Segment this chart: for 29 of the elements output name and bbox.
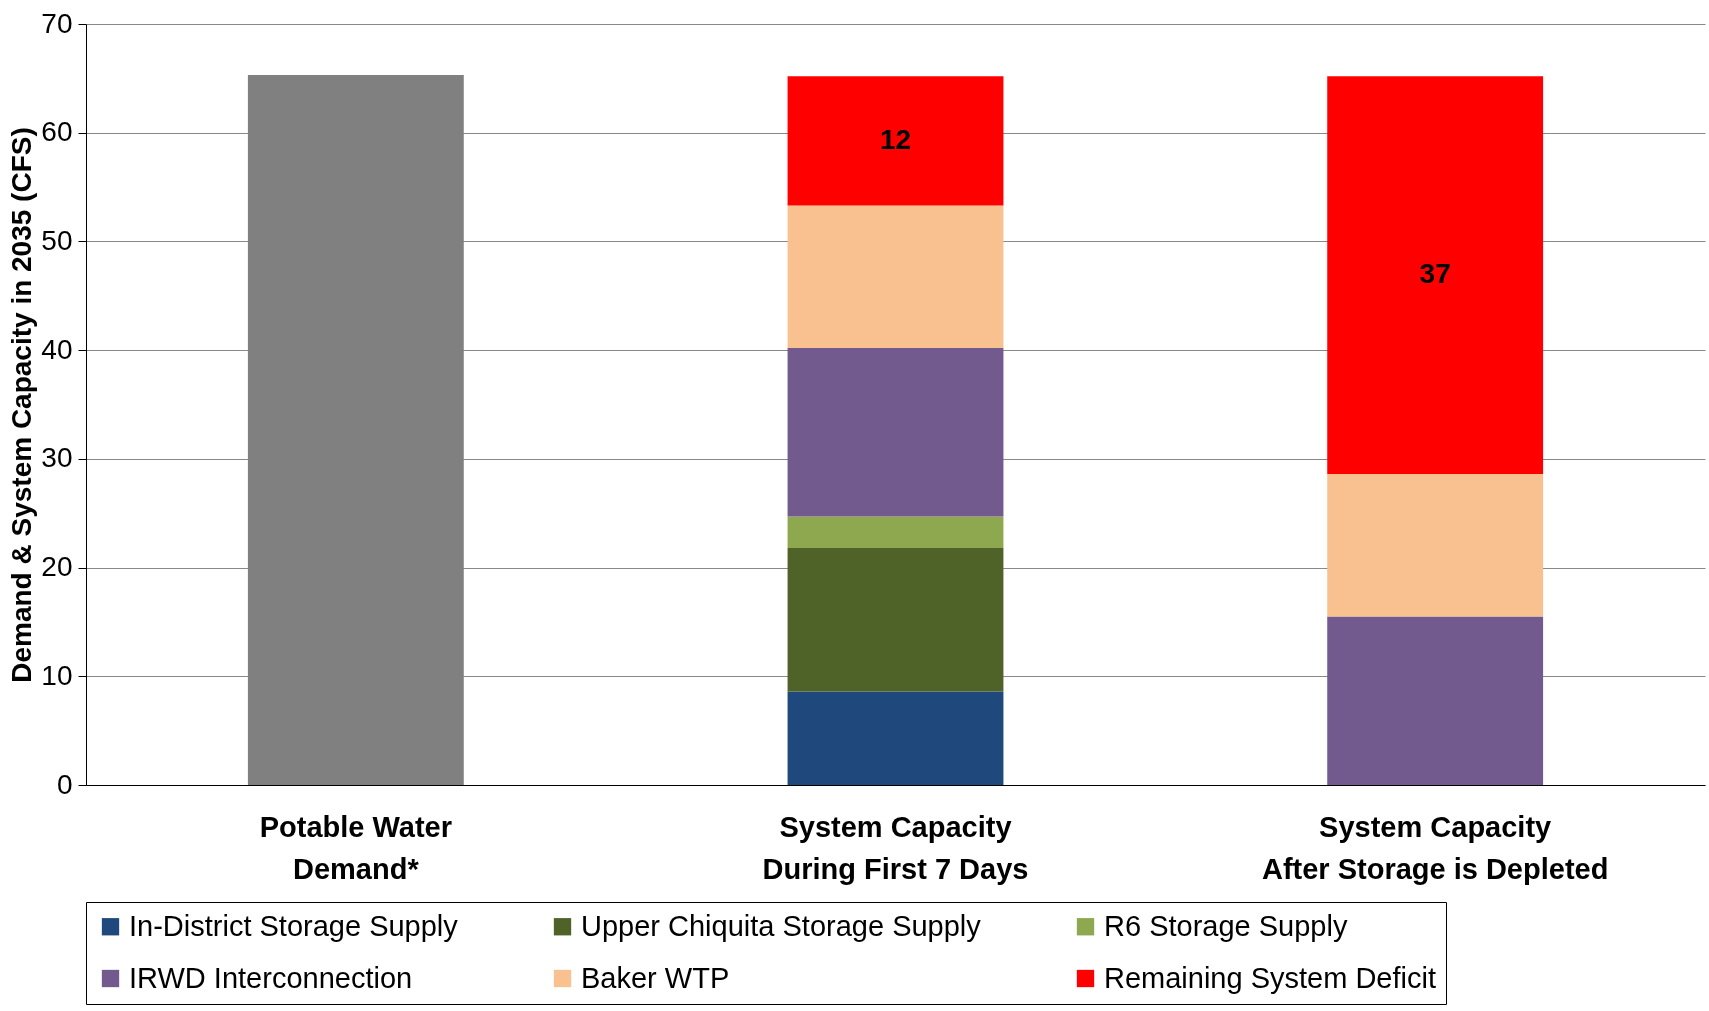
y-tick-label: 0 <box>56 768 73 800</box>
bar <box>1327 76 1544 475</box>
bar <box>787 347 1004 517</box>
y-tick-label: 20 <box>41 551 73 583</box>
data-label: 37 <box>1419 258 1451 290</box>
data-label: 12 <box>879 123 912 155</box>
x-tick-label: System Capacity During First 7 Days <box>762 810 1029 885</box>
bar <box>787 548 1004 692</box>
legend-label: Upper Chiquita Storage Supply <box>581 909 982 942</box>
x-tick-label: System Capacity After Storage is Depleted <box>1261 810 1609 885</box>
legend-label: In-District Storage Supply <box>129 909 459 942</box>
legend-label: R6 Storage Supply <box>1104 909 1348 942</box>
bar <box>787 516 1004 548</box>
bar <box>787 76 1004 206</box>
bar <box>787 691 1004 785</box>
y-tick-label: 50 <box>41 224 73 256</box>
bar <box>1327 474 1544 617</box>
legend-label: Remaining System Deficit <box>1104 961 1436 994</box>
y-tick-label: 60 <box>41 116 73 148</box>
y-tick-label: 70 <box>41 7 73 39</box>
bar <box>1327 616 1544 785</box>
y-tick-label: 10 <box>41 659 73 691</box>
legend-label: IRWD Interconnection <box>129 961 413 994</box>
y-tick-label: 40 <box>41 333 73 365</box>
y-axis-title: Demand & System Capacity in 2035 (CFS) <box>6 127 38 683</box>
x-tick-label: Potable Water Demand* <box>259 810 452 885</box>
bar <box>787 205 1004 348</box>
y-tick-label: 30 <box>41 442 73 474</box>
legend-label: Baker WTP <box>581 961 730 994</box>
